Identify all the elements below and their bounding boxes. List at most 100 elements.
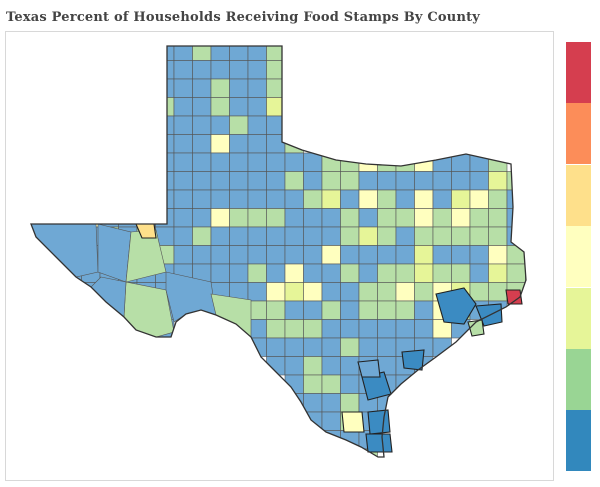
county[interactable] [377,171,397,191]
county[interactable] [506,245,526,265]
county[interactable] [340,300,360,320]
county[interactable] [229,97,249,117]
county[interactable] [321,208,341,228]
county[interactable] [321,282,341,302]
county[interactable] [247,115,267,135]
county[interactable] [488,263,508,283]
county[interactable] [358,300,378,320]
county[interactable] [266,263,286,283]
county[interactable] [266,171,286,191]
county[interactable] [358,319,378,339]
county[interactable] [210,97,230,117]
county[interactable] [192,245,212,265]
county[interactable] [506,208,526,228]
county[interactable] [321,226,341,246]
county[interactable] [377,226,397,246]
county[interactable] [210,42,230,61]
county[interactable] [414,171,434,191]
county[interactable] [321,189,341,209]
county[interactable] [155,97,175,117]
county[interactable] [210,171,230,191]
county[interactable] [284,245,304,265]
county[interactable] [377,189,397,209]
county[interactable] [173,42,193,61]
county[interactable] [321,374,341,394]
county[interactable] [358,263,378,283]
county[interactable] [432,263,452,283]
county[interactable] [340,226,360,246]
county[interactable] [506,226,526,246]
county[interactable] [210,152,230,172]
county[interactable] [155,171,175,191]
county[interactable] [469,282,489,302]
county[interactable] [155,78,175,98]
county[interactable] [488,282,508,302]
county[interactable] [414,245,434,265]
county[interactable] [432,245,452,265]
county[interactable] [266,245,286,265]
county[interactable] [432,189,452,209]
county[interactable] [395,319,415,339]
county[interactable] [395,171,415,191]
county[interactable] [488,245,508,265]
county[interactable] [173,226,193,246]
county[interactable] [395,245,415,265]
county[interactable] [303,319,323,339]
county[interactable] [266,226,286,246]
county[interactable] [469,226,489,246]
county[interactable] [210,226,230,246]
county[interactable] [229,208,249,228]
county[interactable] [451,226,471,246]
county[interactable] [247,152,267,172]
county[interactable] [173,189,193,209]
county[interactable] [321,430,341,450]
county[interactable] [266,337,286,357]
county[interactable] [340,171,360,191]
county[interactable] [358,189,378,209]
county[interactable] [321,152,341,172]
county[interactable] [321,300,341,320]
county[interactable] [284,356,304,376]
county[interactable] [173,134,193,154]
county[interactable] [303,171,323,191]
county[interactable] [432,226,452,246]
county[interactable] [229,115,249,135]
county[interactable] [247,226,267,246]
county[interactable] [247,171,267,191]
county[interactable] [229,226,249,246]
county[interactable] [340,245,360,265]
county[interactable] [192,226,212,246]
county[interactable] [247,282,267,302]
county[interactable] [451,208,471,228]
county[interactable] [395,374,415,394]
county[interactable] [321,411,341,431]
county[interactable] [210,78,230,98]
county[interactable] [284,263,304,283]
highlight-county[interactable] [505,289,523,305]
county[interactable] [247,189,267,209]
county[interactable] [340,393,360,413]
county[interactable] [192,208,212,228]
county[interactable] [192,97,212,117]
county[interactable] [340,263,360,283]
highlight-county[interactable] [365,433,393,453]
county[interactable] [469,171,489,191]
county[interactable] [210,208,230,228]
county[interactable] [173,97,193,117]
county[interactable] [247,78,267,98]
county[interactable] [155,189,175,209]
county[interactable] [432,208,452,228]
county[interactable] [192,78,212,98]
county[interactable] [451,245,471,265]
county[interactable] [506,189,526,209]
county[interactable] [358,208,378,228]
county[interactable] [358,171,378,191]
county[interactable] [340,430,360,450]
county[interactable] [266,282,286,302]
county[interactable] [247,97,267,117]
county[interactable] [414,226,434,246]
county[interactable] [97,223,132,283]
county[interactable] [395,282,415,302]
county[interactable] [266,319,286,339]
county[interactable] [395,208,415,228]
